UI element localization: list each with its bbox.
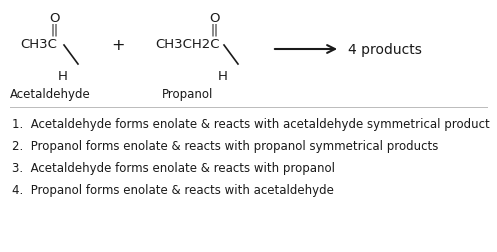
Text: +: +: [111, 38, 125, 53]
Text: O: O: [50, 12, 60, 25]
Text: 3.  Acetaldehyde forms enolate & reacts with propanol: 3. Acetaldehyde forms enolate & reacts w…: [12, 161, 335, 174]
Text: 1.  Acetaldehyde forms enolate & reacts with acetaldehyde symmetrical product: 1. Acetaldehyde forms enolate & reacts w…: [12, 117, 490, 131]
Text: ||: ||: [51, 23, 59, 36]
Text: Acetaldehyde: Acetaldehyde: [10, 88, 91, 101]
Text: 4 products: 4 products: [348, 43, 422, 57]
Text: 4.  Propanol forms enolate & reacts with acetaldehyde: 4. Propanol forms enolate & reacts with …: [12, 183, 334, 196]
Text: H: H: [218, 70, 228, 83]
Text: O: O: [210, 12, 220, 25]
Text: CH3C: CH3C: [20, 38, 57, 51]
Text: ||: ||: [211, 23, 219, 36]
Text: CH3CH2C: CH3CH2C: [155, 38, 220, 51]
Text: H: H: [58, 70, 68, 83]
Text: Propanol: Propanol: [162, 88, 213, 101]
Text: 2.  Propanol forms enolate & reacts with propanol symmetrical products: 2. Propanol forms enolate & reacts with …: [12, 139, 438, 152]
